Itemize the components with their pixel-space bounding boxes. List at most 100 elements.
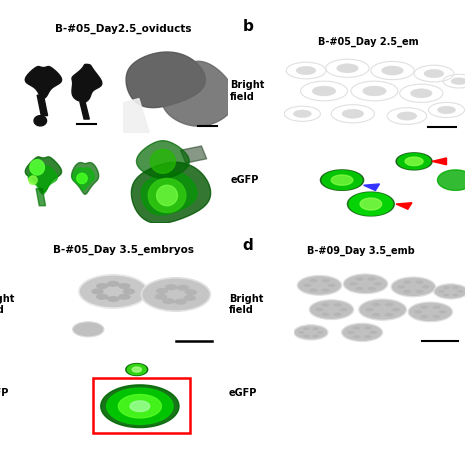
Circle shape [315, 308, 323, 311]
Polygon shape [148, 178, 186, 212]
Circle shape [356, 277, 364, 281]
Circle shape [183, 295, 196, 301]
Circle shape [334, 303, 341, 307]
Polygon shape [107, 388, 173, 424]
Circle shape [297, 275, 342, 295]
Circle shape [321, 288, 329, 292]
Circle shape [107, 281, 119, 287]
Circle shape [334, 312, 341, 316]
Circle shape [96, 294, 109, 300]
Circle shape [424, 69, 444, 78]
Polygon shape [398, 154, 430, 169]
Circle shape [309, 300, 354, 319]
Polygon shape [162, 61, 235, 126]
Polygon shape [156, 185, 177, 206]
Polygon shape [396, 203, 412, 209]
Circle shape [403, 281, 411, 284]
Polygon shape [73, 168, 94, 190]
Circle shape [337, 64, 358, 73]
Circle shape [408, 302, 453, 322]
Circle shape [420, 315, 428, 319]
Text: Bright
field: Bright field [229, 293, 264, 315]
Circle shape [296, 66, 316, 75]
Circle shape [321, 303, 329, 307]
Circle shape [363, 86, 386, 96]
Circle shape [356, 287, 364, 290]
Bar [93, 378, 190, 433]
Circle shape [365, 308, 374, 311]
Circle shape [438, 106, 456, 114]
Polygon shape [360, 198, 382, 210]
Circle shape [312, 335, 319, 337]
Circle shape [457, 290, 463, 293]
Circle shape [392, 308, 400, 311]
Polygon shape [118, 394, 161, 418]
Circle shape [184, 289, 197, 295]
Circle shape [303, 283, 311, 287]
Polygon shape [34, 116, 46, 126]
Text: B-#05_Day 2.5_em: B-#05_Day 2.5_em [318, 36, 419, 46]
Circle shape [453, 286, 459, 289]
Polygon shape [438, 170, 474, 191]
Polygon shape [141, 172, 197, 215]
Text: b: b [243, 18, 254, 34]
Circle shape [385, 313, 393, 317]
Polygon shape [80, 102, 89, 119]
Circle shape [321, 312, 329, 316]
Circle shape [397, 112, 417, 120]
Circle shape [165, 284, 177, 290]
Circle shape [443, 294, 449, 296]
Polygon shape [101, 385, 179, 428]
Circle shape [451, 78, 467, 84]
Circle shape [156, 288, 168, 294]
Circle shape [364, 335, 372, 338]
Circle shape [434, 284, 468, 299]
Circle shape [312, 328, 319, 330]
Circle shape [420, 305, 428, 309]
Polygon shape [29, 176, 37, 184]
Circle shape [368, 277, 375, 281]
Circle shape [432, 305, 440, 309]
Circle shape [141, 278, 210, 311]
Circle shape [123, 288, 135, 294]
Circle shape [162, 298, 175, 304]
Circle shape [415, 290, 423, 293]
Polygon shape [126, 52, 205, 108]
Text: eGFP: eGFP [0, 388, 9, 399]
Circle shape [410, 89, 432, 98]
Circle shape [118, 283, 131, 289]
Polygon shape [28, 166, 57, 194]
Circle shape [353, 327, 360, 330]
Polygon shape [349, 193, 392, 215]
Polygon shape [396, 153, 432, 170]
Circle shape [382, 66, 403, 75]
Circle shape [155, 294, 167, 300]
Polygon shape [126, 364, 148, 375]
Circle shape [415, 281, 423, 284]
Polygon shape [132, 367, 141, 372]
Text: eGFP: eGFP [229, 388, 257, 399]
Text: B-#05_Day2.5_oviducts: B-#05_Day2.5_oviducts [55, 23, 191, 34]
Circle shape [340, 308, 347, 311]
Circle shape [438, 310, 447, 314]
Text: d: d [243, 238, 254, 253]
Circle shape [293, 110, 311, 118]
Text: Bright
field: Bright field [0, 293, 15, 315]
Circle shape [343, 274, 388, 294]
Polygon shape [77, 173, 87, 183]
Circle shape [310, 288, 318, 292]
Circle shape [73, 322, 104, 337]
Polygon shape [72, 163, 99, 194]
Circle shape [372, 302, 380, 307]
Circle shape [96, 283, 109, 289]
Polygon shape [364, 184, 380, 191]
Circle shape [317, 331, 323, 334]
Circle shape [294, 325, 328, 340]
Circle shape [303, 335, 310, 337]
Circle shape [443, 286, 449, 289]
Polygon shape [36, 189, 46, 206]
Polygon shape [347, 192, 394, 216]
Polygon shape [130, 401, 150, 411]
Polygon shape [405, 157, 423, 165]
Circle shape [372, 313, 380, 317]
